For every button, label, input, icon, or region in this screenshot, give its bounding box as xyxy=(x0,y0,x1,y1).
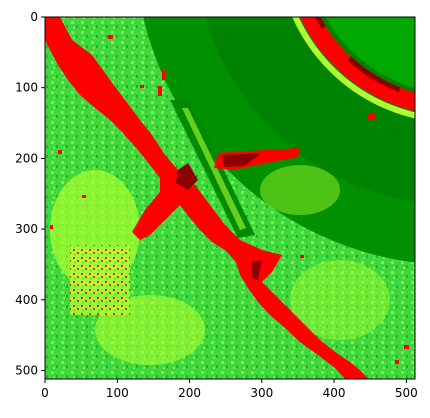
y-axis: 0 100 200 300 400 500 xyxy=(15,10,45,378)
x-axis: 0 100 200 300 400 500 xyxy=(41,379,418,400)
heatmap-dark-red-spot xyxy=(252,260,262,280)
heatmap-red-spot xyxy=(368,113,375,119)
x-tick-label: 200 xyxy=(178,386,201,400)
heatmap-light-patch xyxy=(290,260,390,340)
x-tick-label: 400 xyxy=(323,386,346,400)
heatmap-red-spot xyxy=(158,86,162,96)
heatmap-red-spot xyxy=(50,225,53,229)
y-tick-label: 500 xyxy=(15,364,38,378)
heatmap-red-spot xyxy=(108,35,113,39)
heatmap-red-spot xyxy=(58,150,62,154)
heatmap-ridge-light xyxy=(182,108,246,230)
y-tick-label: 0 xyxy=(30,10,38,24)
y-tick-label: 200 xyxy=(15,151,38,165)
x-tick-label: 0 xyxy=(41,386,49,400)
heatmap-inner-green xyxy=(325,17,415,88)
heatmap-red-spot xyxy=(140,85,144,88)
x-tick-label: 500 xyxy=(395,386,418,400)
x-tick-label: 300 xyxy=(250,386,273,400)
heatmap-dark-green-core xyxy=(205,17,415,202)
plot-frame xyxy=(44,16,416,380)
heatmap-red-spot xyxy=(395,360,399,364)
heatmap-red-spot xyxy=(82,195,86,198)
y-tick-label: 400 xyxy=(15,293,38,307)
heatmap-dark-red-branch xyxy=(222,153,262,167)
y-tick-label: 100 xyxy=(15,81,38,95)
heatmap-dark-red-core xyxy=(176,163,198,190)
y-tick-label: 300 xyxy=(15,222,38,236)
heatmap-plot xyxy=(45,17,415,379)
heatmap-red-spot xyxy=(162,70,165,80)
heatmap-red-river xyxy=(45,17,368,379)
heatmap-light-patch xyxy=(260,165,340,215)
heatmap-red-spot xyxy=(404,345,409,349)
heatmap-red-spot xyxy=(300,255,304,258)
heatmap-red-speckle-area xyxy=(70,245,130,315)
x-tick-label: 100 xyxy=(106,386,129,400)
